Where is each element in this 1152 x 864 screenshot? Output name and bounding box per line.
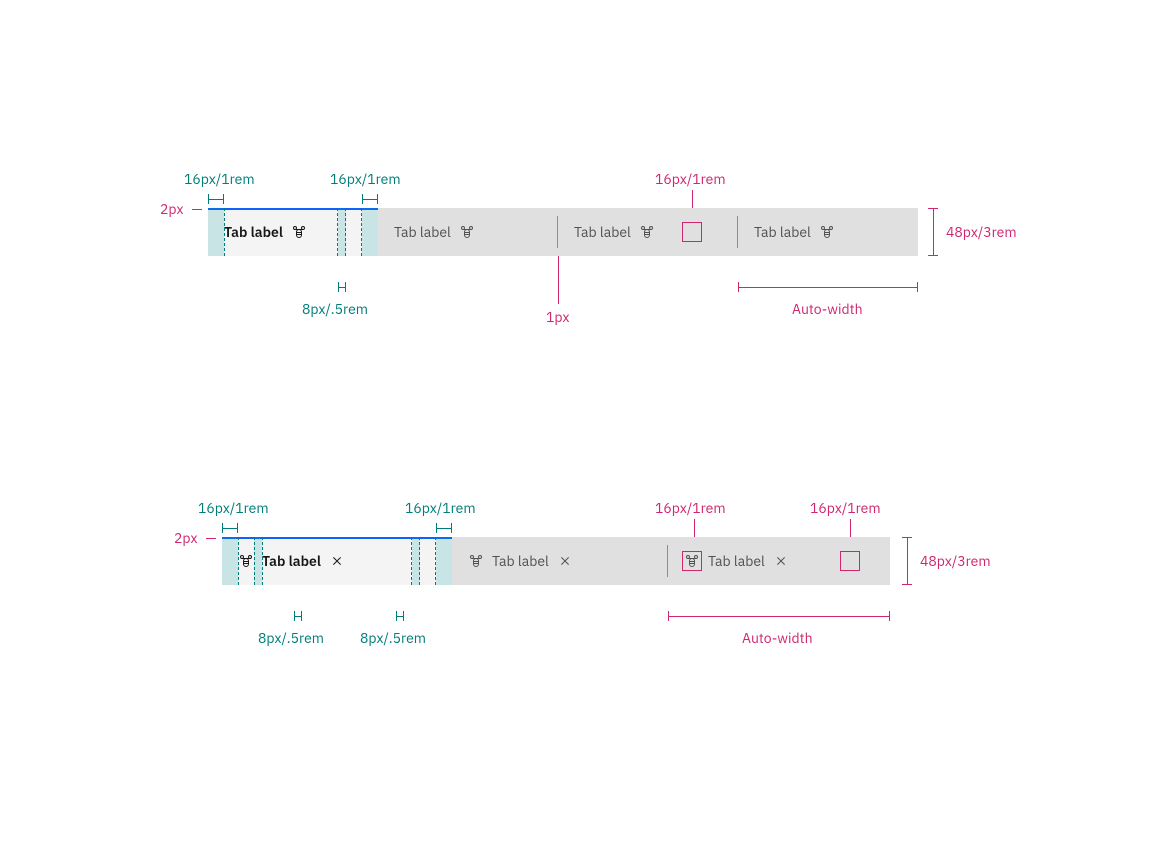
pad-left-inner [254,537,262,585]
ann-padding-left-outer-2: 16px/1rem [198,499,269,517]
ann-auto-width: Auto-width [792,300,863,318]
close-icon[interactable] [329,553,345,569]
bracket-gap-inner [338,282,346,292]
bracket-height [928,208,938,256]
ann-icon-16px: 16px/1rem [655,170,726,188]
pad-right-outer-edge [361,208,362,256]
bee-icon [639,224,655,240]
bee-icon [238,553,254,569]
tab-3-gap [811,208,819,256]
tab-1[interactable]: Tab label [452,537,668,585]
bracket-gap-inner-2b [396,611,404,621]
bracket-pad-left-outer [208,194,224,204]
ann-indicator-tick [192,209,202,210]
pad-inner-gap-edge1 [337,208,338,256]
ann-padding-right-outer-2: 16px/1rem [405,499,476,517]
tab-0[interactable]: Tab label [208,208,378,256]
tab-1[interactable]: Tab label [378,208,558,256]
ann-gap-inner-2b: 8px/.5rem [360,629,426,647]
tab-2-gap [631,208,639,256]
tab-2-label: Tab label [708,552,765,570]
ann-icon-16px-2a: 16px/1rem [655,499,726,517]
pad-left-outer-edge [224,208,225,256]
tabstrip-1: Tab label Tab label Tab label Tab [208,208,918,256]
ann-padding-left-outer: 16px/1rem [184,170,255,188]
bracket-pad-right-outer [362,194,378,204]
bracket-height-2 [902,537,912,585]
tab-0-gap [283,208,291,256]
tab-1-label: Tab label [394,223,451,241]
pad-right-outer [362,208,378,256]
active-indicator [208,208,378,210]
gap-r [321,537,329,585]
pad-left-outer [222,537,238,585]
bee-icon [468,553,484,569]
ann-divider-1px: 1px [546,308,569,326]
ann-icon-16px-2b: 16px/1rem [810,499,881,517]
bracket-pad-right-outer-2 [436,523,452,533]
ann-height: 48px/3rem [946,223,1017,241]
pad-inner-gap-edge2 [345,208,346,256]
ann-indicator-2px: 2px [160,200,183,218]
tab-0-label: Tab label [224,223,283,241]
tab-3[interactable]: Tab label [738,208,918,256]
tab-2[interactable]: Tab label [558,208,738,256]
close-icon[interactable] [773,553,789,569]
ann-height-2: 48px/3rem [920,552,991,570]
bracket-auto-width [738,282,918,292]
ann-divider-line [558,256,559,304]
bee-icon [459,224,475,240]
ann-indicator-2px-2: 2px [174,529,197,547]
bee-icon [819,224,835,240]
pad-left-outer [208,208,224,256]
ann-gap-inner: 8px/.5rem [302,300,368,318]
tab-1-label: Tab label [492,552,549,570]
tab-0-label: Tab label [262,552,321,570]
tab-1-gap [451,208,459,256]
tab-3-label: Tab label [754,223,811,241]
tab-0[interactable]: Tab label [222,537,452,585]
bracket-pad-left-outer-2 [222,523,238,533]
bracket-auto-width-2 [668,611,890,621]
bee-icon [684,553,700,569]
pad-right-outer [436,537,452,585]
tab-2[interactable]: Tab label [668,537,890,585]
tab-2-label: Tab label [574,223,631,241]
bee-icon [291,224,307,240]
bracket-gap-inner-2a [294,611,302,621]
ann-auto-width-2: Auto-width [742,629,813,647]
ann-indicator-tick-2 [206,538,216,539]
close-icon[interactable] [557,553,573,569]
tabstrip-2: Tab label Tab label Tab label [222,537,890,585]
ann-padding-right-outer: 16px/1rem [330,170,401,188]
ann-gap-inner-2a: 8px/.5rem [258,629,324,647]
